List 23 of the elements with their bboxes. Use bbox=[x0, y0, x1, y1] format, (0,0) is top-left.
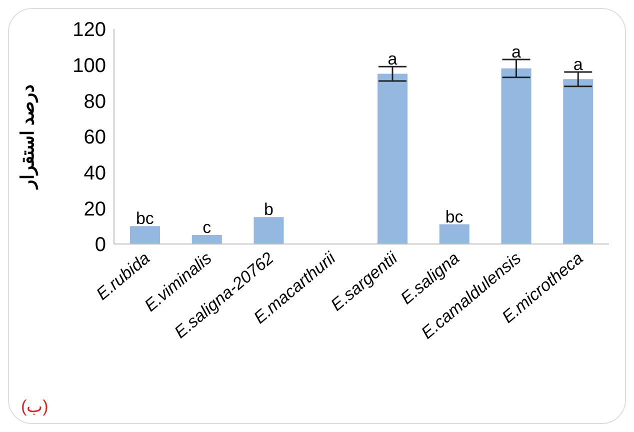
bar bbox=[563, 79, 594, 244]
y-tick-label: 120 bbox=[72, 19, 106, 42]
y-tick-label: 100 bbox=[72, 54, 106, 77]
y-tick-label: 20 bbox=[84, 198, 106, 220]
text: (ب) bbox=[21, 396, 48, 417]
bar bbox=[192, 235, 222, 244]
annotation: bc bbox=[445, 207, 464, 226]
y-tick-label: 40 bbox=[84, 162, 106, 184]
y-axis-title: درصد استقرار bbox=[17, 84, 38, 191]
y-tick-label: 80 bbox=[84, 90, 106, 113]
bar bbox=[439, 224, 470, 244]
bar bbox=[130, 226, 160, 244]
y-tick-label: 0 bbox=[94, 234, 106, 256]
y-tick-label: 60 bbox=[84, 126, 106, 149]
bar bbox=[501, 68, 532, 244]
annotation: b bbox=[264, 200, 274, 220]
annotation: bc bbox=[136, 209, 154, 228]
annotation: a bbox=[573, 55, 584, 74]
annotation: a bbox=[388, 50, 398, 69]
annotation: a bbox=[511, 42, 522, 62]
bar bbox=[254, 217, 284, 244]
bar bbox=[378, 74, 408, 244]
annotation: c bbox=[202, 218, 212, 238]
